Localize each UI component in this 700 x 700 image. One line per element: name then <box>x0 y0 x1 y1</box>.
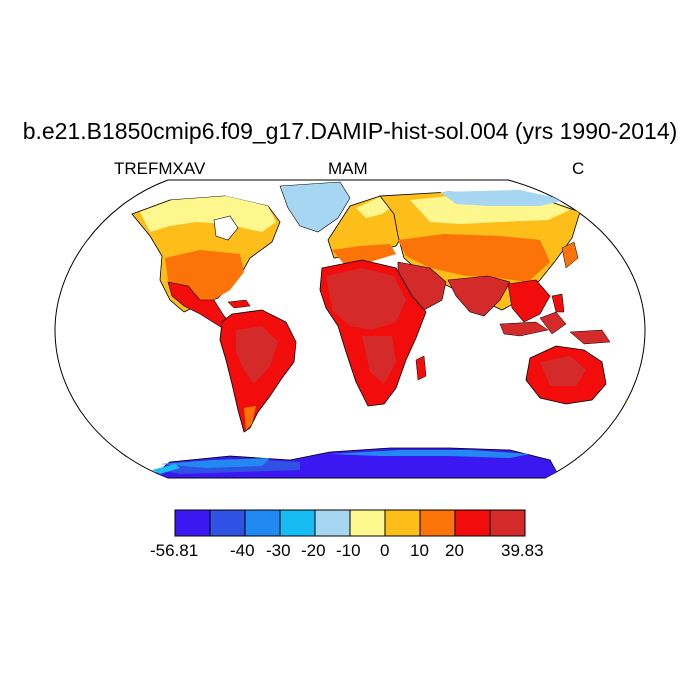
colorbar-label-min: -56.81 <box>150 541 199 560</box>
colorbar-swatch <box>419 509 456 537</box>
colorbar-swatch <box>349 509 386 537</box>
madagascar <box>415 355 427 381</box>
hudson-bay <box>213 215 239 241</box>
philippines <box>551 293 565 313</box>
colorbar-label-max: 39.83 <box>501 541 544 560</box>
colorbar-swatch <box>314 509 351 537</box>
australia-interior <box>540 356 586 386</box>
colorbar-label: -10 <box>336 541 361 560</box>
units-label: C <box>572 159 585 178</box>
colorbar-swatch <box>279 509 316 537</box>
colorbar <box>174 509 526 537</box>
antarctic-peninsula <box>160 458 270 468</box>
southern-europe <box>332 244 396 264</box>
patagonia <box>244 406 256 430</box>
colorbar-swatch <box>174 509 211 537</box>
colorbar-label: 20 <box>445 541 464 560</box>
colorbar-label: -30 <box>266 541 291 560</box>
southeast-asia <box>507 279 551 323</box>
season-label: MAM <box>328 159 368 178</box>
central-africa <box>362 336 396 384</box>
colorbar-label: -40 <box>230 541 255 560</box>
new-zealand <box>625 395 635 419</box>
central-asia <box>398 234 550 282</box>
colorbar-swatch <box>489 509 526 537</box>
greenland <box>279 181 351 233</box>
new-guinea <box>569 329 611 345</box>
colorbar-swatch <box>244 509 281 537</box>
north-america-arctic <box>140 196 276 232</box>
colorbar-swatch <box>209 509 246 537</box>
arctic-siberia <box>440 190 566 206</box>
colorbar-swatch <box>454 509 491 537</box>
antarctica-east-coast <box>330 450 530 458</box>
colorbar-label: 0 <box>380 541 390 560</box>
plot-title: b.e21.B1850cmip6.f09_g17.DAMIP-hist-sol.… <box>22 118 678 144</box>
south-asia <box>447 275 511 317</box>
indonesia <box>499 321 549 337</box>
japan <box>561 241 579 269</box>
land-fields <box>131 181 635 478</box>
caribbean <box>227 299 251 309</box>
south-america-interior <box>236 326 278 384</box>
colorbar-label: 10 <box>410 541 429 560</box>
sahara <box>326 268 406 330</box>
antarctic-fringe <box>152 464 180 474</box>
colorbar-label: -20 <box>301 541 326 560</box>
variable-label: TREFMXAV <box>114 159 206 178</box>
borneo <box>539 311 567 335</box>
colorbar-swatch <box>384 509 421 537</box>
